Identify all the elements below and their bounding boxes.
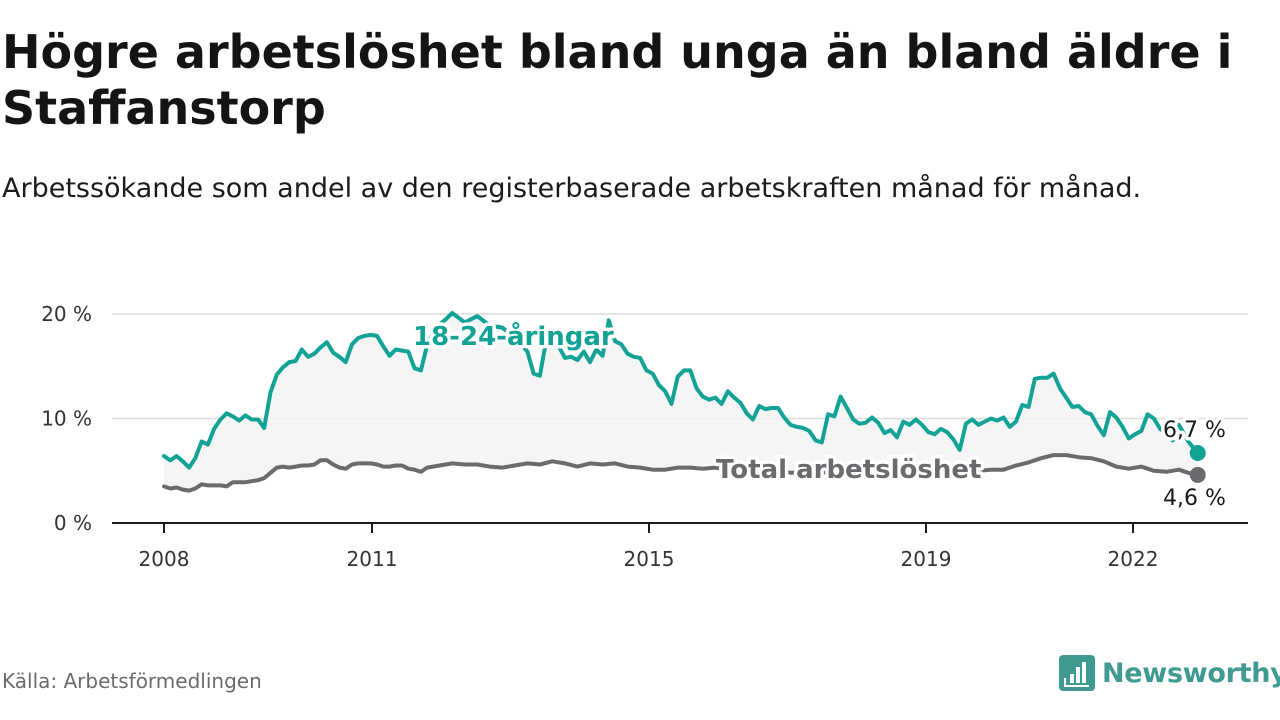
source-note: Källa: Arbetsförmedlingen — [2, 669, 262, 693]
series-lines — [162, 311, 1206, 493]
end-label-young: 6,7 %6,7 % — [1160, 414, 1230, 446]
svg-text:6,7 %: 6,7 % — [1163, 418, 1226, 443]
end-point-young — [1189, 444, 1206, 461]
x-tick-label: 2019 — [901, 547, 952, 571]
chart-title: Högre arbetslöshet bland unga än bland ä… — [2, 25, 1233, 135]
newsworthy-logo[interactable]: Newsworthy — [1058, 654, 1280, 692]
x-tick-label: 2015 — [624, 547, 675, 571]
x-tick-label: 2011 — [347, 547, 398, 571]
svg-text:Total arbetslöshet: Total arbetslöshet — [716, 455, 981, 485]
x-tick-label: 2008 — [139, 547, 190, 571]
chart-subtitle: Arbetssökande som andel av den registerb… — [2, 173, 1142, 204]
brand-name: Newsworthy — [1102, 657, 1280, 689]
svg-text:Total arbetslöshet: Total arbetslöshet — [716, 455, 981, 485]
svg-text:4,6 %: 4,6 % — [1163, 486, 1226, 511]
svg-text:18-24-åringar: 18-24-åringar — [413, 320, 614, 352]
x-axis: 2008 2011 2015 2019 2022 — [112, 522, 1248, 571]
end-point-total — [1189, 466, 1206, 483]
newsworthy-logo-icon — [1059, 655, 1095, 691]
series-line-young — [162, 311, 1200, 470]
range-band — [164, 313, 1198, 491]
y-tick-label: 10 % — [41, 407, 92, 431]
end-label-total: 4,6 %4,6 % — [1160, 482, 1230, 514]
series-line-total — [162, 453, 1200, 493]
y-axis-labels: 0 % 10 % 20 % — [41, 302, 92, 535]
svg-text:4,6 %: 4,6 % — [1163, 486, 1226, 511]
svg-text:6,7 %: 6,7 % — [1163, 418, 1226, 443]
range-band-fill — [164, 313, 1198, 491]
svg-text:18-24-åringar: 18-24-åringar — [413, 320, 614, 352]
y-tick-label: 0 % — [54, 511, 92, 535]
x-tick-label: 2022 — [1108, 547, 1159, 571]
y-tick-label: 20 % — [41, 302, 92, 326]
